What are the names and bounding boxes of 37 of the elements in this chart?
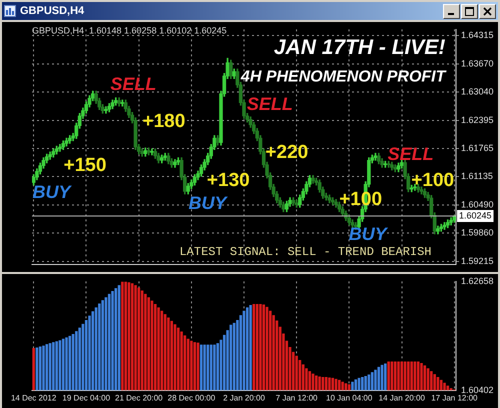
x-tick-label: 14 Dec 2012 (10, 393, 57, 402)
ref-line-label: 1.60245 (459, 210, 492, 220)
annotation: SELL (388, 144, 434, 164)
y-tick-label: 1.63040 (461, 86, 494, 96)
x-tick-label: 10 Jan 04:00 (326, 393, 373, 402)
annotation: SELL (246, 94, 293, 114)
y-tick-label: 1.61135 (461, 170, 493, 181)
annotation: SELL (110, 74, 156, 94)
annotation: BUY (188, 192, 229, 213)
y-tick-label: 1.60490 (461, 200, 494, 210)
x-tick-label: 28 Dec 00:00 (168, 393, 216, 402)
x-tick-label: 21 Dec 20:00 (115, 393, 164, 402)
annotation: +180 (142, 111, 186, 132)
chart-title: GBPUSD,H4 (20, 5, 84, 17)
y-tick-label: 1.62658 (461, 276, 494, 286)
y-tick-label: 1.59860 (461, 228, 494, 238)
x-tick-label: 14 Jan 20:00 (378, 393, 426, 402)
annotation: BUY (348, 224, 389, 244)
y-tick-label: 1.59215 (461, 256, 494, 266)
x-tick-label: 19 Dec 04:00 (62, 393, 111, 402)
y-tick-label: 1.61765 (461, 143, 494, 154)
annotation: 4H PHENOMENON PROFIT (240, 68, 447, 86)
y-tick-label: 1.62395 (461, 115, 494, 126)
annotation: LATEST SIGNAL: SELL - TREND BEARISH (179, 245, 432, 260)
annotation: BUY (32, 182, 72, 202)
annotation: +130 (206, 170, 250, 192)
y-tick-label: 1.64315 (461, 30, 494, 40)
y-tick-label: 1.63670 (461, 58, 494, 68)
annotation: GBPUSD,H4 1.60148 1.60258 1.60102 1.60245 (32, 25, 227, 36)
annotation: +220 (265, 142, 308, 164)
x-tick-label: 17 Jan 12:00 (431, 393, 478, 402)
annotation: JAN 17TH - LIVE! (274, 36, 446, 59)
x-tick-label: 2 Jan 20:00 (223, 393, 266, 402)
annotation: +150 (64, 155, 106, 176)
annotation: +100 (411, 170, 454, 192)
y-tick-label: 1.60402 (461, 384, 494, 395)
x-tick-label: 7 Jan 12:00 (276, 393, 318, 402)
